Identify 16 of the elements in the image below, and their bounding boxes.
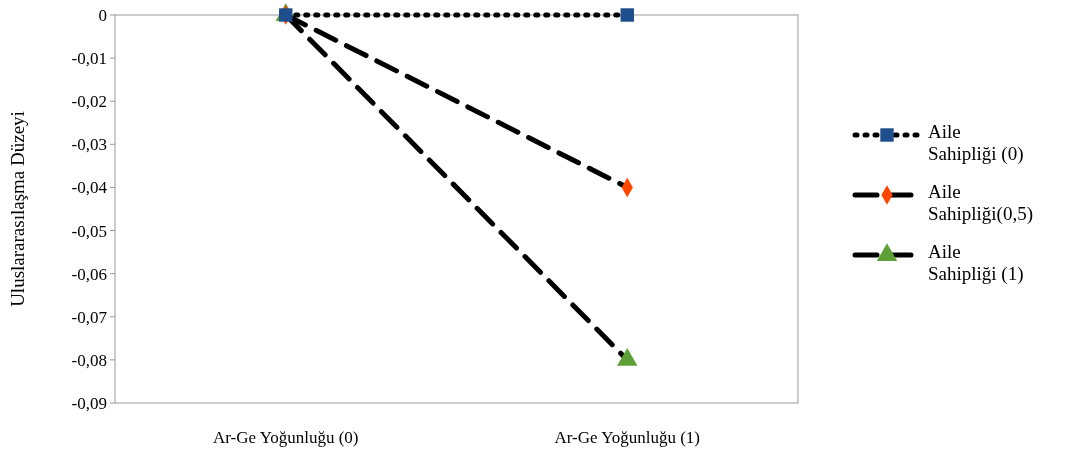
legend-label: Aile Sahipliği (1) [928, 240, 1024, 286]
y-tick-label: 0 [98, 5, 107, 25]
legend-label: Aile Sahipliği (0) [928, 120, 1024, 166]
y-tick-label: -0,05 [71, 221, 107, 241]
legend-label: Aile Sahipliği(0,5) [928, 180, 1034, 226]
y-tick-label: -0,01 [71, 49, 107, 69]
y-tick-label: -0,04 [71, 178, 108, 198]
x-tick-label: Ar-Ge Yoğunluğu (1) [554, 428, 701, 447]
y-tick-label: -0,03 [71, 135, 107, 155]
x-tick-label: Ar-Ge Yoğunluğu (0) [212, 428, 359, 447]
y-axis-title: Uluslararasılaşma Düzeyi [7, 111, 28, 307]
y-tick-label: -0,08 [71, 350, 107, 370]
y-tick-label: -0,02 [71, 92, 107, 112]
y-tick-label: -0,06 [71, 264, 107, 284]
y-tick-label: -0,07 [71, 307, 108, 327]
y-tick-label: -0,09 [71, 393, 107, 413]
